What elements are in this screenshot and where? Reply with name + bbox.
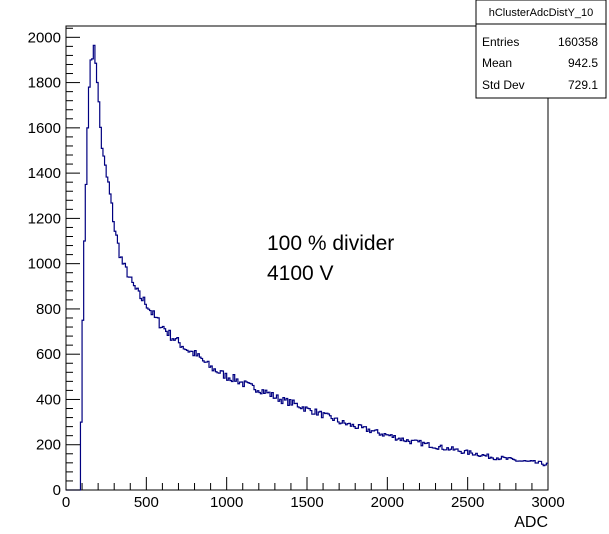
- x-axis-title: ADC: [514, 514, 548, 531]
- y-tick-label: 1400: [28, 165, 61, 182]
- y-tick-label: 1200: [28, 210, 61, 227]
- stats-entries-value: 160358: [558, 35, 598, 49]
- histogram-line: [66, 44, 548, 491]
- y-tick-label: 1600: [28, 120, 61, 137]
- annotation-divider: 100 % divider: [267, 232, 394, 255]
- stats-mean-label: Mean: [482, 56, 512, 70]
- stats-entries-label: Entries: [482, 35, 519, 49]
- y-tick-label: 1000: [28, 256, 61, 273]
- x-tick-label: 1500: [290, 494, 323, 511]
- x-tick-label: 2500: [451, 494, 484, 511]
- stats-box-title: hClusterAdcDistY_10: [489, 7, 594, 19]
- x-tick-label: 2000: [371, 494, 404, 511]
- annotation-voltage: 4100 V: [267, 262, 334, 285]
- y-tick-label: 800: [36, 301, 61, 318]
- stats-mean-value: 942.5: [568, 56, 598, 70]
- y-axis: 0 200 400 600 800 1000 1200 1400 1600 1800 2000: [28, 27, 80, 499]
- y-tick-label: 400: [36, 391, 61, 408]
- y-tick-label: 2000: [28, 29, 61, 46]
- y-tick-label: 0: [53, 482, 61, 499]
- y-tick-label: 1800: [28, 75, 61, 92]
- x-axis: 0 500 1000 1500 2000 2500 3000: [62, 477, 565, 511]
- stats-stddev-label: Std Dev: [482, 78, 525, 92]
- x-tick-label: 1000: [210, 494, 243, 511]
- stats-box-frame: [475, 0, 607, 99]
- x-tick-label: 3000: [531, 494, 564, 511]
- stats-box: hClusterAdcDistY_10 Entries 160358 Mean …: [475, 0, 607, 99]
- y-tick-label: 200: [36, 437, 61, 454]
- x-tick-label: 0: [62, 494, 70, 511]
- x-tick-label: 500: [134, 494, 159, 511]
- stats-stddev-value: 729.1: [568, 78, 598, 92]
- y-tick-label: 600: [36, 346, 61, 363]
